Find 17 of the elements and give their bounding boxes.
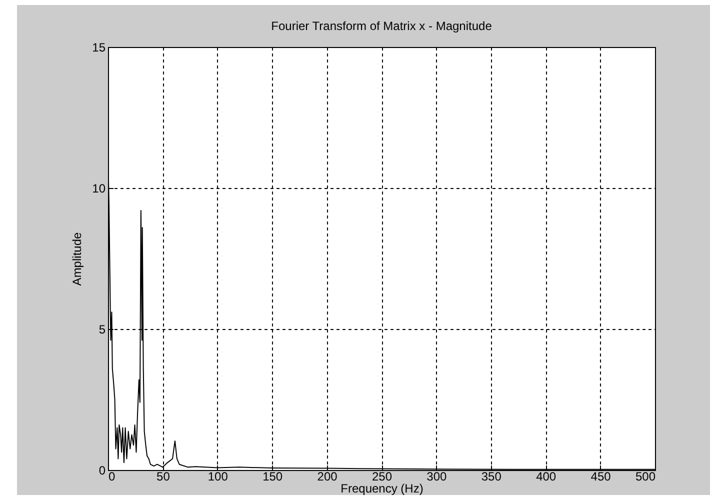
x-tick-label: 200 (317, 470, 338, 484)
x-tick-label: 0 (108, 470, 116, 484)
x-tick-label: 100 (208, 470, 228, 484)
x-tick-label: 300 (426, 470, 448, 484)
x-tick-label: 500 (635, 470, 656, 484)
x-tick-label: 250 (372, 470, 392, 484)
x-tick-label: 50 (156, 470, 170, 484)
x-tick-label: 450 (590, 470, 612, 484)
y-tick-label: 5 (98, 322, 106, 336)
x-tick-label: 350 (481, 470, 502, 484)
x-tick-label: 150 (262, 470, 283, 484)
y-tick-label: 10 (92, 182, 106, 196)
y-axis-title: Amplitude (70, 232, 84, 286)
x-tick-label: 400 (536, 470, 556, 484)
y-tick-label: 15 (92, 40, 106, 54)
chart-title: Fourier Transform of Matrix x - Magnitude (271, 19, 492, 33)
x-axis-title: Frequency (Hz) (340, 482, 424, 496)
